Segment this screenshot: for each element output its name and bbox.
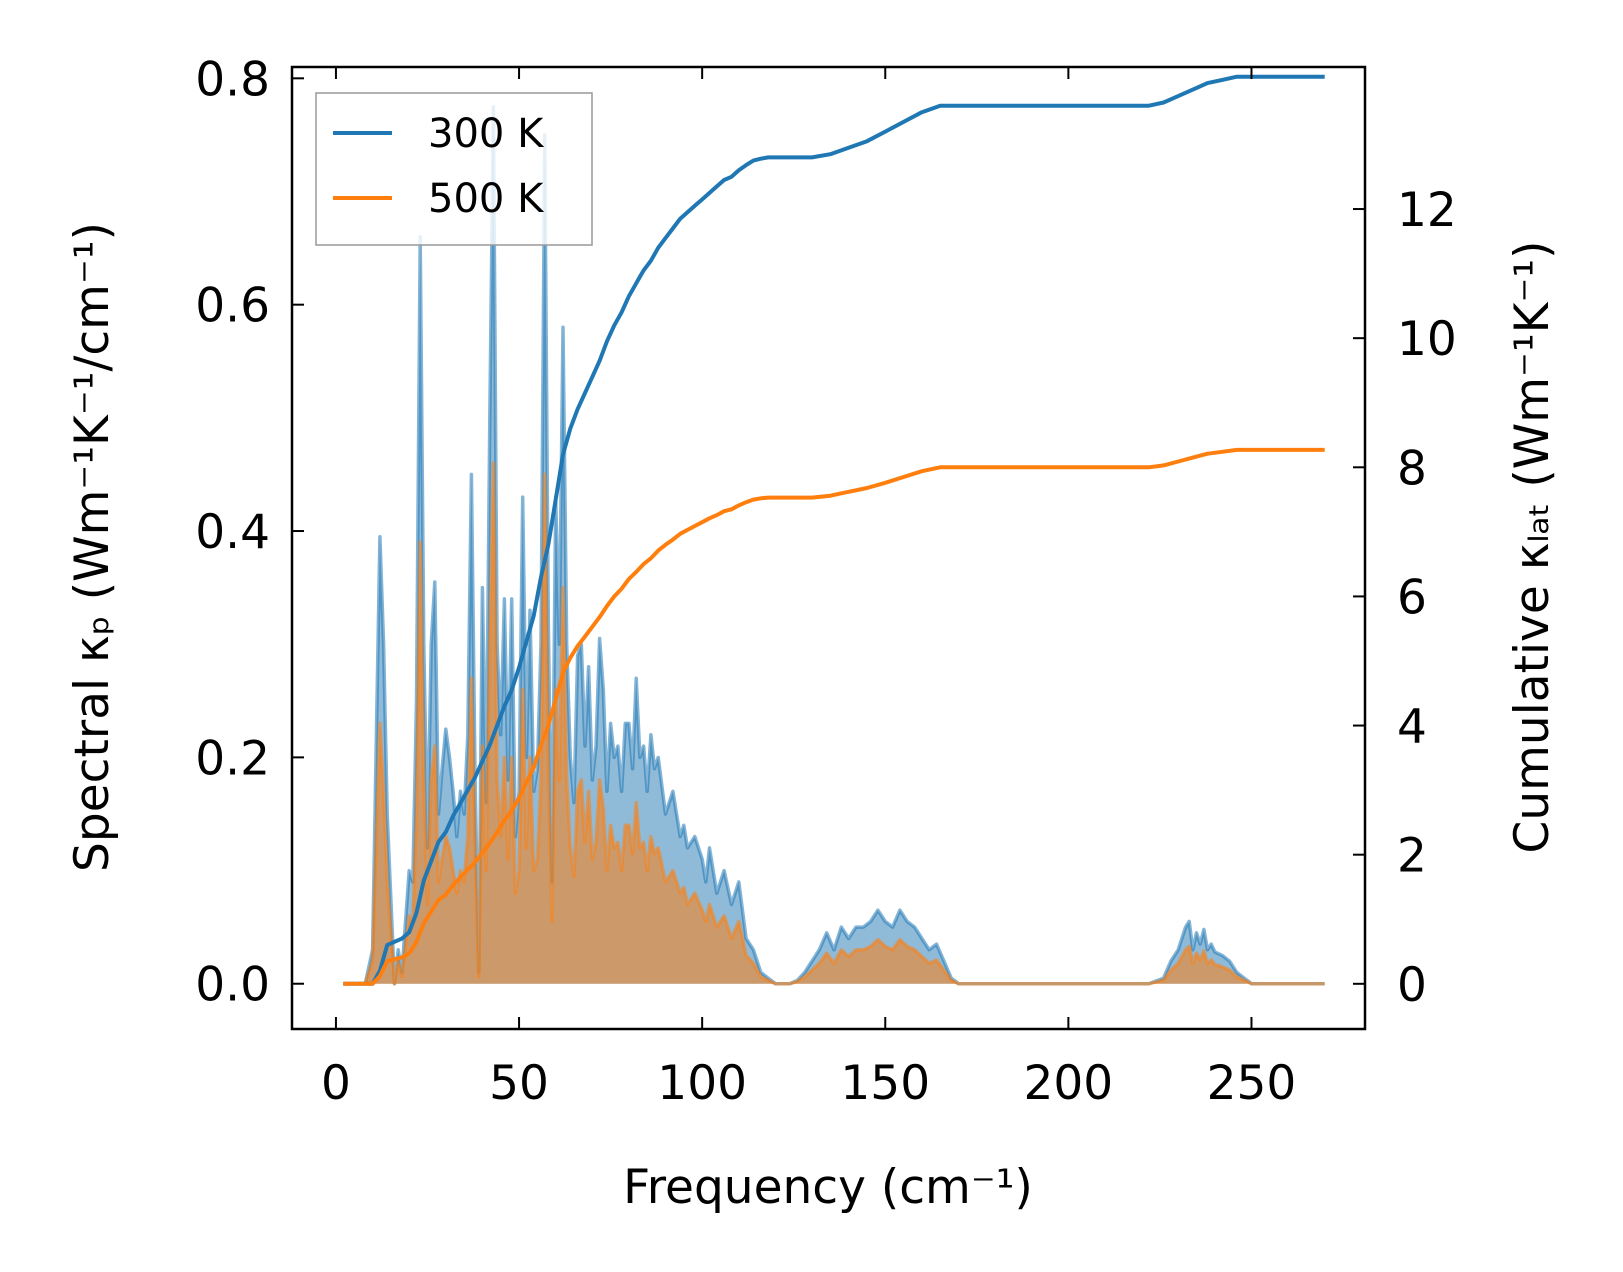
axes [290,65,1367,1031]
ticks: 0 50 100 150 200 250 0.0 0.2 0.4 0.6 0.8 0 2 4 6 8 10 12 [195,52,1457,1111]
cumulative-line-300k [343,74,1325,986]
right-y-tick-label: 6 [1397,570,1427,625]
spectral-fill-300k [343,106,1325,984]
x-axis-title: Frequency (cm⁻¹) [623,1160,1033,1215]
x-tick-label: 150 [840,1056,930,1111]
left-y-tick-label: 0.6 [195,279,270,334]
x-tick-label: 250 [1207,1056,1297,1111]
x-tick-label: 50 [489,1056,549,1111]
plot-frame [290,65,1367,1031]
left-y-tick-label: 0.2 [195,731,270,786]
spectral-fill-500k [343,463,1325,984]
left-y-tick-label: 0.0 [195,958,270,1013]
left-y-tick-label: 0.4 [195,505,270,560]
right-y-axis-title: Cumulative κₗₐₜ (Wm⁻¹K⁻¹) [1505,241,1560,854]
right-y-tick-label: 0 [1397,958,1427,1013]
legend-frame [315,92,593,246]
x-tick-label: 100 [657,1056,747,1111]
x-tick-label: 200 [1024,1056,1114,1111]
legend-label-500k: 500 K [428,176,545,222]
series-lines [343,74,1325,986]
legend: 300 K 500 K [315,92,593,246]
left-y-tick-label: 0.8 [195,52,270,107]
left-y-axis-title: Spectral κₚ (Wm⁻¹K⁻¹/cm⁻¹) [65,222,120,872]
right-y-tick-label: 8 [1397,441,1427,496]
right-y-tick-label: 4 [1397,700,1427,755]
right-y-tick-label: 10 [1397,312,1457,367]
right-y-tick-label: 12 [1397,183,1457,238]
right-y-tick-label: 2 [1397,829,1427,884]
legend-label-300k: 300 K [428,111,545,157]
cumulative-line-500k [343,447,1325,986]
x-tick-label: 0 [321,1056,351,1111]
